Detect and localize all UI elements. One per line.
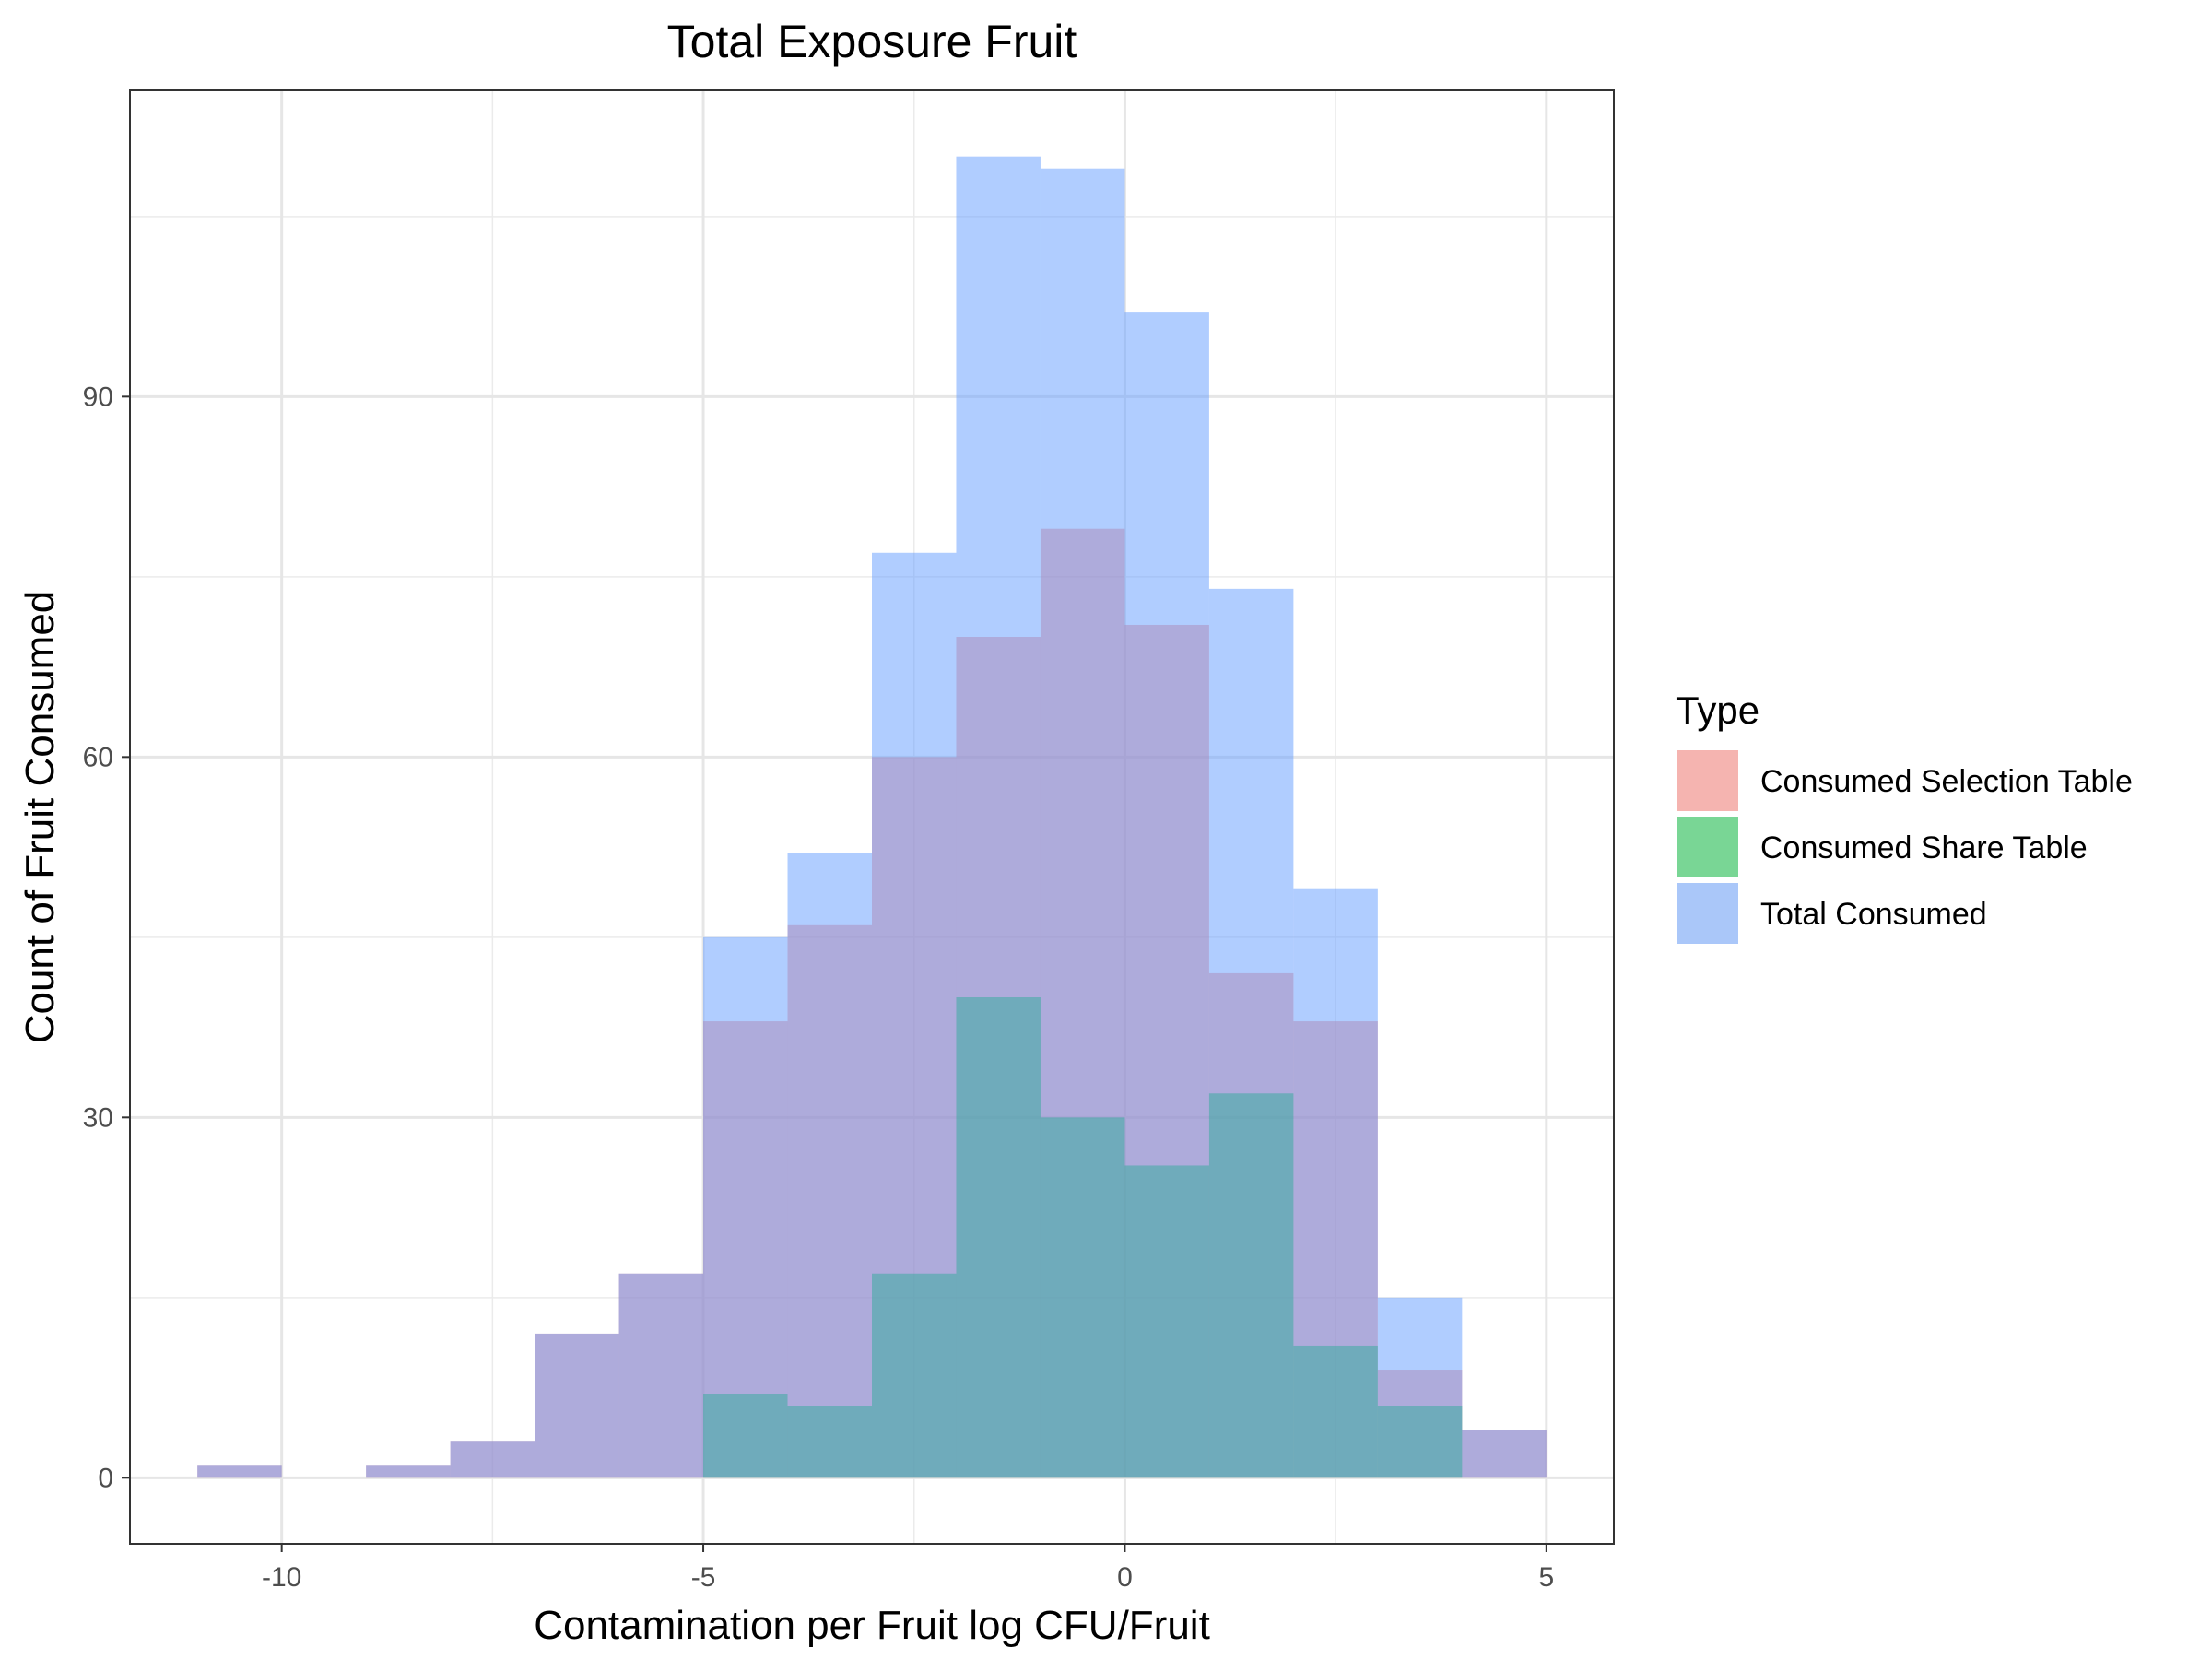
- y-tick-label: 60: [83, 742, 113, 772]
- legend-label: Consumed Selection Table: [1760, 764, 2133, 799]
- y-tick-label: 30: [83, 1102, 113, 1133]
- bar-series-2-bin-11: [1124, 312, 1209, 1478]
- x-tick-label: -10: [262, 1562, 301, 1593]
- x-tick-label: 5: [1538, 1562, 1554, 1593]
- bar-series-2-bin-5: [618, 1273, 704, 1478]
- y-axis-title: Count of Fruit Consumed: [18, 591, 63, 1044]
- panel-border: [129, 89, 1615, 1545]
- legend-key-swatch: [1677, 817, 1738, 877]
- legend-key-swatch: [1677, 750, 1738, 811]
- x-axis-title: Contamination per Fruit log CFU/Fruit: [534, 1603, 1210, 1648]
- x-tick-label: -5: [691, 1562, 716, 1593]
- bar-series-2-bin-12: [1208, 588, 1294, 1478]
- legend: Type Consumed Selection Table Consumed Sh…: [1676, 688, 2133, 944]
- y-tick-label: 90: [83, 382, 113, 412]
- legend-label: Consumed Share Table: [1760, 830, 2088, 865]
- bar-series-2-bin-7: [787, 853, 872, 1478]
- bar-series-2-bin-2: [366, 1465, 451, 1478]
- bar-series-2-bin-10: [1040, 168, 1125, 1478]
- axes: -10 -5 0 5 0 30 60 90: [83, 382, 1555, 1593]
- histogram-bars: [197, 156, 1547, 1478]
- legend-title: Type: [1676, 688, 1759, 732]
- bar-series-2-bin-8: [872, 552, 957, 1478]
- bar-series-2-bin-0: [197, 1465, 282, 1478]
- x-tick-label: 0: [1117, 1562, 1133, 1593]
- legend-items: Consumed Selection Table Consumed Share T…: [1677, 750, 2133, 944]
- bar-series-2-bin-14: [1377, 1297, 1463, 1478]
- legend-label: Total Consumed: [1760, 897, 1987, 932]
- bar-series-2-bin-6: [703, 936, 788, 1478]
- y-tick-label: 0: [98, 1463, 113, 1493]
- bar-series-2-bin-13: [1293, 888, 1378, 1478]
- bar-series-2-bin-3: [450, 1441, 535, 1478]
- bar-series-2-bin-15: [1462, 1430, 1547, 1478]
- legend-key-swatch: [1677, 883, 1738, 944]
- bar-series-2-bin-4: [535, 1333, 619, 1478]
- chart-title: Total Exposure Fruit: [667, 16, 1077, 67]
- bar-series-2-bin-9: [956, 156, 1041, 1478]
